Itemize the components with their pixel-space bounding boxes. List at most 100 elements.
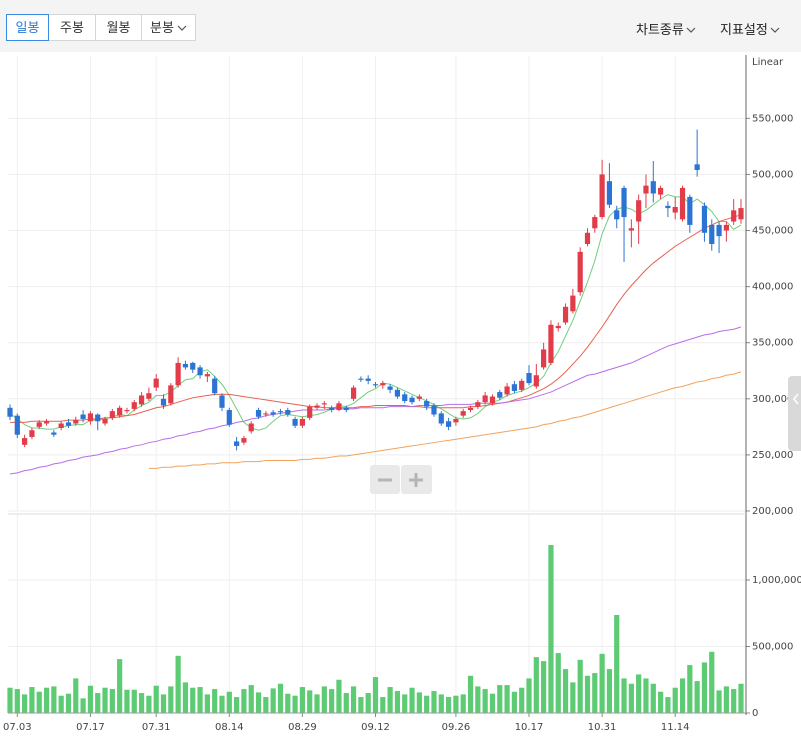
- volume-bar: [277, 683, 284, 713]
- candle-body: [409, 397, 415, 403]
- volume-bar: [22, 694, 28, 713]
- volume-bar: [255, 692, 262, 713]
- volume-bar: [292, 695, 298, 713]
- candle-body: [255, 410, 262, 417]
- candle-body: [372, 384, 379, 386]
- candle-body: [95, 414, 101, 422]
- volume-bar: [58, 695, 64, 713]
- candle-body: [175, 362, 181, 386]
- candle-body: [7, 407, 13, 417]
- chevron: [770, 27, 780, 33]
- candle-body: [365, 378, 371, 381]
- volume-bar: [307, 690, 313, 713]
- volume-bar: [738, 683, 744, 713]
- x-tick-label: 11.14: [661, 722, 690, 733]
- candle-body: [562, 306, 569, 323]
- volume-bar: [519, 687, 525, 713]
- y-tick-label: 200,000: [752, 506, 793, 517]
- volume-bar: [599, 653, 605, 713]
- volume-bar: [29, 687, 35, 713]
- volume-bar: [343, 693, 349, 713]
- candle-body: [606, 181, 613, 205]
- volume-bar: [548, 545, 554, 713]
- volume-bar: [570, 682, 576, 713]
- volume-bar: [43, 687, 50, 713]
- scale-label: Linear: [752, 57, 784, 68]
- volume-bar: [467, 675, 474, 713]
- candle-body: [248, 423, 254, 432]
- candle-body: [548, 324, 554, 363]
- x-tick-label: 09.12: [361, 722, 390, 733]
- volume-bar: [723, 686, 729, 713]
- candle-body: [343, 407, 349, 411]
- candle-body: [51, 432, 57, 435]
- candle-body: [453, 419, 459, 423]
- candle-body: [716, 224, 722, 237]
- period-button[interactable]: 일봉: [6, 14, 49, 41]
- volume-bar: [190, 687, 196, 713]
- volume-bar: [409, 687, 415, 713]
- y-tick-label: 250,000: [752, 450, 793, 461]
- candle-body: [475, 402, 481, 407]
- volume-bar: [197, 687, 203, 713]
- volume-bar: [219, 695, 225, 713]
- y-tick-label: 450,000: [752, 226, 793, 237]
- candle-body: [628, 228, 634, 231]
- candle-body: [416, 396, 422, 399]
- y-tick-label: 400,000: [752, 282, 793, 293]
- candle-body: [467, 407, 474, 411]
- volume-bar: [285, 693, 291, 713]
- period-button[interactable]: 월봉: [95, 14, 142, 41]
- volume-bar: [701, 662, 708, 713]
- period-dropdown[interactable]: 분봉: [141, 14, 196, 41]
- candle-body: [43, 421, 50, 424]
- volume-bar: [679, 678, 686, 713]
- volume-bar: [87, 685, 94, 713]
- candle-body: [438, 413, 444, 424]
- candle-body: [621, 187, 627, 218]
- candle-body: [22, 438, 28, 445]
- candle-body: [446, 421, 452, 427]
- candle-body: [731, 210, 737, 222]
- volume-bar: [175, 655, 181, 713]
- volume-bar: [672, 687, 678, 713]
- volume-bar: [263, 697, 269, 713]
- candle-body: [555, 325, 561, 329]
- volume-bar: [160, 694, 167, 713]
- candle-body: [482, 395, 488, 403]
- volume-bar: [329, 689, 335, 713]
- candle-body: [431, 405, 437, 415]
- volume-bar: [489, 693, 496, 713]
- menu[interactable]: 지표설정: [720, 19, 780, 38]
- candle-body: [29, 430, 35, 437]
- volume-bar: [562, 669, 569, 713]
- y-tick-label: 550,000: [752, 113, 793, 124]
- candle-body: [701, 205, 708, 233]
- volume-bar: [584, 675, 591, 713]
- candle-body: [511, 384, 517, 391]
- moving-average-line: [148, 371, 742, 469]
- candle-body: [570, 295, 576, 312]
- volume-bar: [665, 697, 671, 713]
- side-panel-tab[interactable]: [788, 376, 801, 451]
- x-tick-label: 10.31: [588, 722, 617, 733]
- candle-body: [321, 403, 327, 405]
- y-tick-label: 500,000: [752, 641, 793, 652]
- candle-body: [65, 422, 72, 426]
- volume-bar: [226, 691, 232, 713]
- candle-body: [614, 210, 620, 220]
- volume-bar: [153, 685, 159, 713]
- candle-body: [314, 405, 320, 408]
- volume-bar: [7, 687, 13, 713]
- candle-body: [650, 181, 656, 194]
- menu-label: 지표설정: [720, 23, 768, 38]
- candle-body: [460, 411, 466, 416]
- volume-bar: [117, 659, 123, 713]
- candle-body: [80, 414, 86, 420]
- toolbar: 일봉 주봉 월봉 분봉 차트종류 지표설정: [0, 0, 801, 52]
- menu[interactable]: 차트종류: [636, 19, 696, 38]
- volume-bar: [402, 694, 408, 713]
- candle-body: [636, 200, 642, 222]
- candle-body: [643, 185, 649, 194]
- candle-body: [168, 385, 174, 404]
